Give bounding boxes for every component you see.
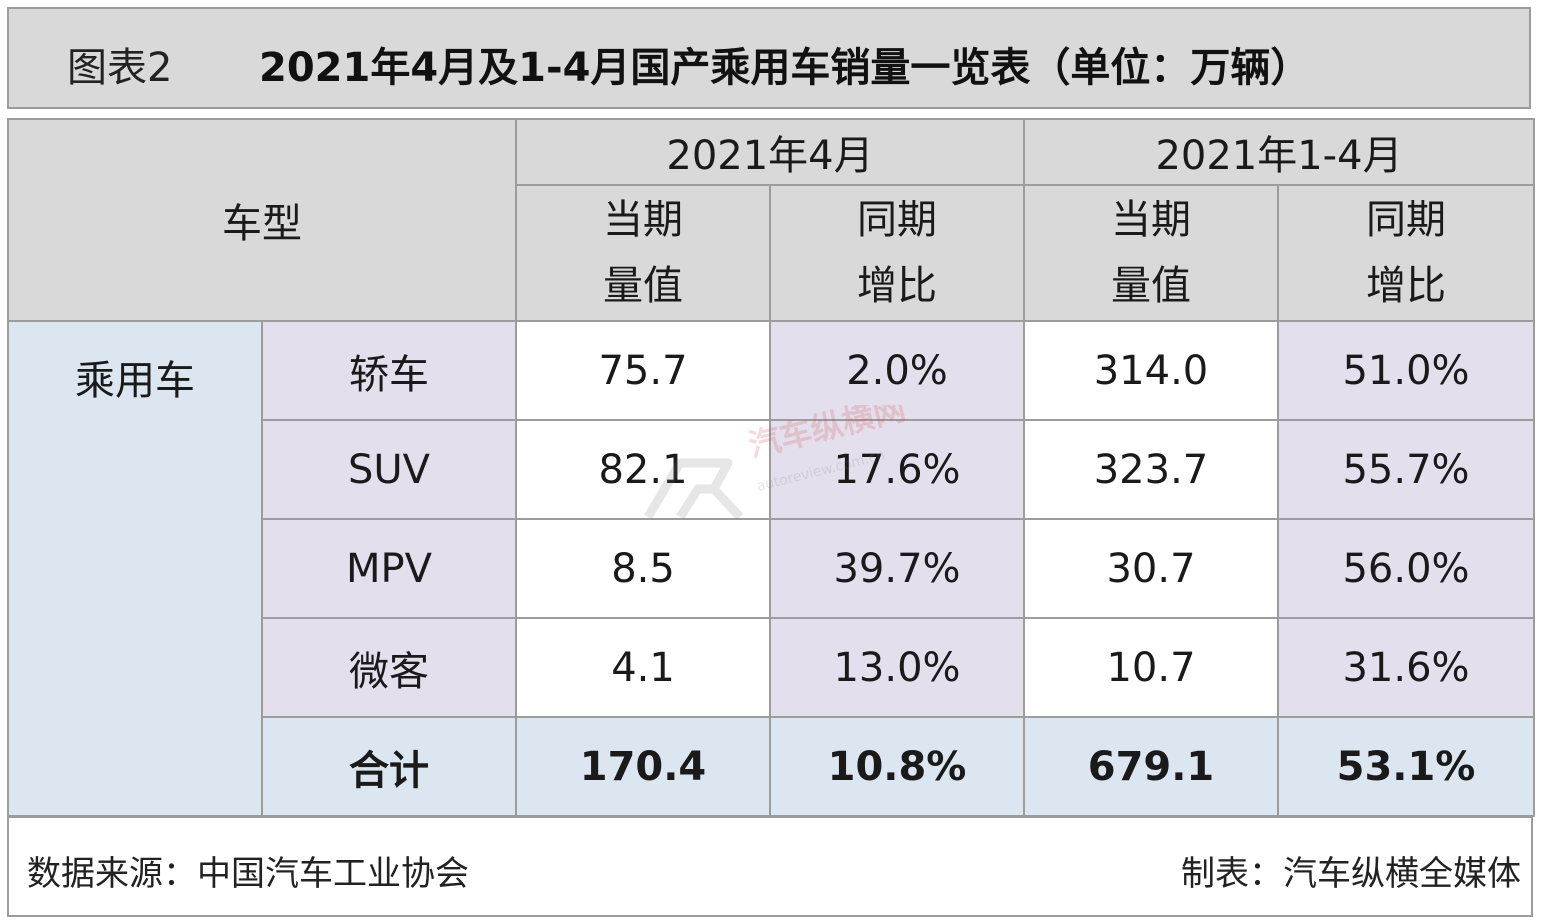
ytd-yoy: 56.0% <box>1276 518 1536 619</box>
total-ytd-yoy: 53.1% <box>1276 716 1536 817</box>
ytd-yoy: 51.0% <box>1276 320 1536 421</box>
table-row: SUV 82.1 17.6% 323.7 55.7% <box>8 419 1536 520</box>
apr-yoy: 39.7% <box>769 518 1025 619</box>
ytd-yoy: 55.7% <box>1276 419 1536 520</box>
total-apr-yoy: 10.8% <box>769 716 1025 817</box>
ytd-yoy: 31.6% <box>1276 617 1536 718</box>
ytd-value: 30.7 <box>1023 518 1279 619</box>
ytd-value: 314.0 <box>1023 320 1279 421</box>
ytd-value: 323.7 <box>1023 419 1279 520</box>
header-ytd-yoy: 同期 增比 <box>1276 184 1536 322</box>
header-current-line2: 量值 <box>1111 263 1191 309</box>
apr-yoy: 2.0% <box>769 320 1025 421</box>
header-yoy-line1: 同期 <box>1366 197 1446 243</box>
chart-title: 2021年4月及1-4月国产乘用车销量一览表（单位：万辆） <box>259 45 1311 91</box>
table-row: 微客 4.1 13.0% 10.7 31.6% <box>8 617 1536 718</box>
header-ytd-current: 当期 量值 <box>1023 184 1279 322</box>
header-yoy-line2: 增比 <box>857 263 937 309</box>
category-cell: 乘用车 <box>7 320 263 717</box>
apr-value: 75.7 <box>515 320 771 421</box>
header-current-line1: 当期 <box>1111 197 1191 243</box>
header-month-current: 当期 量值 <box>515 184 771 322</box>
row-type: 轿车 <box>261 320 517 421</box>
chart-title-bar: 图表2 2021年4月及1-4月国产乘用车销量一览表（单位：万辆） <box>7 7 1531 109</box>
figure-label: 图表2 <box>67 45 173 91</box>
sales-table: 车型 2021年4月 2021年1-4月 当期 量值 同期 增比 当期 量值 同… <box>7 118 1536 817</box>
total-apr-value: 170.4 <box>515 716 771 817</box>
data-source: 数据来源：中国汽车工业协会 <box>27 854 469 894</box>
total-spacer <box>7 717 263 817</box>
apr-value: 82.1 <box>515 419 771 520</box>
header-yoy-line2: 增比 <box>1366 263 1446 309</box>
header-month-yoy: 同期 增比 <box>769 184 1025 322</box>
header-yoy-line1: 同期 <box>857 197 937 243</box>
row-type: 微客 <box>261 617 517 718</box>
header-period-month: 2021年4月 <box>515 118 1025 186</box>
made-by: 制表：汽车纵横全媒体 <box>1181 854 1521 894</box>
apr-value: 8.5 <box>515 518 771 619</box>
footer-bar: 数据来源：中国汽车工业协会 制表：汽车纵横全媒体 <box>7 816 1533 917</box>
row-type: SUV <box>261 419 517 520</box>
ytd-value: 10.7 <box>1023 617 1279 718</box>
header-current-line2: 量值 <box>603 263 683 309</box>
header-current-line1: 当期 <box>603 197 683 243</box>
apr-value: 4.1 <box>515 617 771 718</box>
table-row: MPV 8.5 39.7% 30.7 56.0% <box>8 518 1536 619</box>
row-type: MPV <box>261 518 517 619</box>
total-ytd-value: 679.1 <box>1023 716 1279 817</box>
total-label: 合计 <box>261 716 517 817</box>
total-row: 合计 170.4 10.8% 679.1 53.1% <box>7 716 1536 817</box>
table-row: 乘用车 轿车 75.7 2.0% 314.0 51.0% <box>7 320 1536 717</box>
header-model: 车型 <box>7 118 517 322</box>
header-period-ytd: 2021年1-4月 <box>1022 118 1536 186</box>
apr-yoy: 17.6% <box>769 419 1025 520</box>
apr-yoy: 13.0% <box>769 617 1025 718</box>
